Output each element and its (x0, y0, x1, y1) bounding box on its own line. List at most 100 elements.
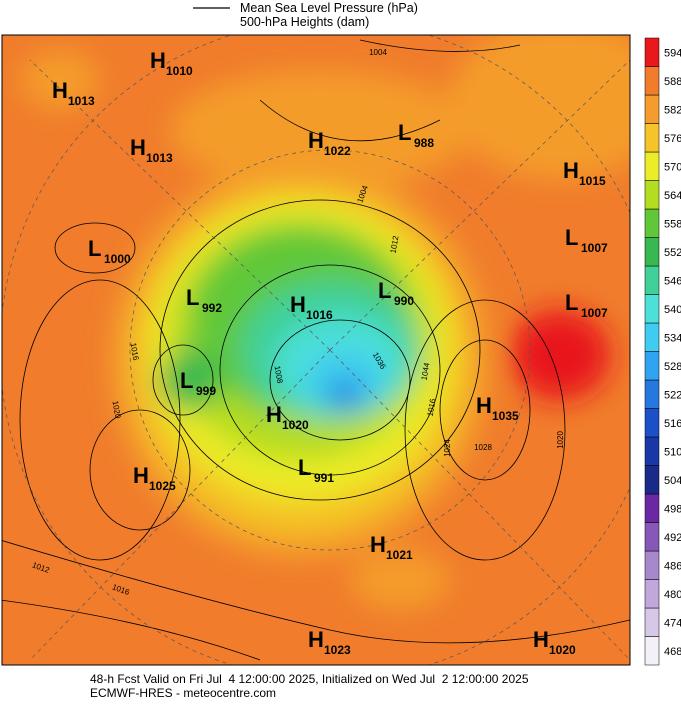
contour-label: 1028 (474, 443, 492, 452)
colorbar-label: 594 (664, 47, 681, 59)
colorbar-box (644, 522, 660, 552)
contour-label: 1020 (556, 431, 565, 449)
colorbar-box (644, 322, 660, 352)
colorbar-label: 480 (664, 589, 681, 601)
pressure-center-value: 1021 (386, 548, 413, 562)
colorbar-label: 558 (664, 218, 681, 230)
pressure-center-value: 1007 (581, 306, 608, 320)
colorbar-box (644, 208, 660, 238)
colorbar-box (644, 123, 660, 153)
pressure-center-value: 1022 (324, 144, 351, 158)
colorbar-box (644, 294, 660, 324)
map-field (2, 35, 630, 665)
pressure-center-value: 1025 (149, 479, 176, 493)
footer-text: 48-h Fcst Valid on Fri Jul 4 12:00:00 20… (90, 672, 529, 686)
colorbar-label: 492 (664, 532, 681, 544)
colorbar-box (644, 636, 660, 666)
colorbar-label: 510 (664, 446, 681, 458)
colorbar-box (644, 66, 660, 96)
colorbar-box (644, 379, 660, 409)
pressure-center-type: L (186, 285, 199, 310)
contour-label: 1016 (426, 397, 438, 417)
pressure-center-type: H (308, 128, 324, 153)
colorbar-label: 588 (664, 76, 681, 88)
pressure-center-value: 1015 (579, 174, 606, 188)
contour-label: 1004 (369, 48, 387, 57)
pressure-center-value: 1023 (324, 643, 351, 657)
colorbar-label: 576 (664, 133, 681, 145)
colorbar-label: 468 (664, 646, 681, 658)
pressure-center-type: L (180, 368, 193, 393)
pressure-center-type: H (52, 78, 68, 103)
colorbar-label: 522 (664, 389, 681, 401)
contour-label: 1020 (110, 400, 122, 420)
pressure-center-value: 1020 (282, 418, 309, 432)
colorbar-box (644, 550, 660, 580)
colorbar-label: 504 (664, 475, 681, 487)
pressure-center-type: L (398, 120, 411, 145)
pressure-center-type: H (130, 135, 146, 160)
pressure-center-value: 1035 (492, 409, 519, 423)
colorbar-label: 564 (664, 190, 681, 202)
colorbar-label: 582 (664, 104, 681, 116)
contour-label: 1008 (272, 365, 284, 385)
colorbar-box (644, 265, 660, 295)
colorbar-label: 474 (664, 617, 681, 629)
contour-label: 1012 (389, 234, 401, 254)
colorbar-box (644, 436, 660, 466)
pressure-center-type: L (565, 225, 578, 250)
pressure-center-type: H (533, 627, 549, 652)
pressure-center-type: H (290, 292, 306, 317)
colorbar-box (644, 151, 660, 181)
pressure-center-type: H (308, 627, 324, 652)
pressure-center-value: 1013 (68, 94, 95, 108)
colorbar-label: 486 (664, 560, 681, 572)
contour-label: 1016 (128, 342, 140, 362)
colorbar-label: 528 (664, 361, 681, 373)
colorbar-box (644, 465, 660, 495)
pressure-center-type: L (565, 290, 578, 315)
pressure-center-type: H (133, 463, 149, 488)
pressure-center-type: H (370, 532, 386, 557)
colorbar-box (644, 37, 660, 67)
colorbar-box (644, 607, 660, 637)
colorbar-box (644, 579, 660, 609)
pressure-center-value: 1000 (104, 252, 131, 266)
pressure-center-value: 1010 (166, 64, 193, 78)
colorbar-label: 546 (664, 275, 681, 287)
contour-label: 1044 (420, 361, 432, 381)
colorbar-box (644, 351, 660, 381)
pressure-center-type: H (476, 393, 492, 418)
pressure-center-type: L (378, 278, 391, 303)
colorbar-label: 498 (664, 503, 681, 515)
footer-text: ECMWF-HRES - meteocentre.com (90, 686, 276, 700)
colorbar-label: 534 (664, 332, 681, 344)
pressure-center-value: 1007 (581, 241, 608, 255)
colorbar-label: 516 (664, 418, 681, 430)
pressure-center-type: L (298, 455, 311, 480)
pressure-center-value: 990 (394, 294, 414, 308)
pressure-center-value: 1013 (146, 151, 173, 165)
pressure-center-type: H (150, 48, 166, 73)
pressure-center-type: H (266, 402, 282, 427)
colorbar-box (644, 180, 660, 210)
colorbar-box (644, 408, 660, 438)
colorbar-box (644, 237, 660, 267)
colorbar-label: 570 (664, 161, 681, 173)
pressure-center-value: 992 (202, 301, 222, 315)
colorbar-label: 540 (664, 304, 681, 316)
colorbar-label: 552 (664, 247, 681, 259)
colorbar-box (644, 94, 660, 124)
pressure-center-value: 1016 (306, 308, 333, 322)
pressure-center-value: 999 (196, 384, 216, 398)
legend-item: Mean Sea Level Pressure (hPa) (240, 1, 418, 15)
pressure-center-value: 991 (314, 471, 334, 485)
pressure-center-value: 1020 (549, 643, 576, 657)
colorbar-box (644, 493, 660, 523)
pressure-center-type: H (563, 158, 579, 183)
pressure-center-type: L (88, 236, 101, 261)
contour-label: 1024 (443, 439, 452, 457)
pressure-center-value: 988 (414, 136, 434, 150)
legend-item: 500-hPa Heights (dam) (240, 15, 369, 29)
